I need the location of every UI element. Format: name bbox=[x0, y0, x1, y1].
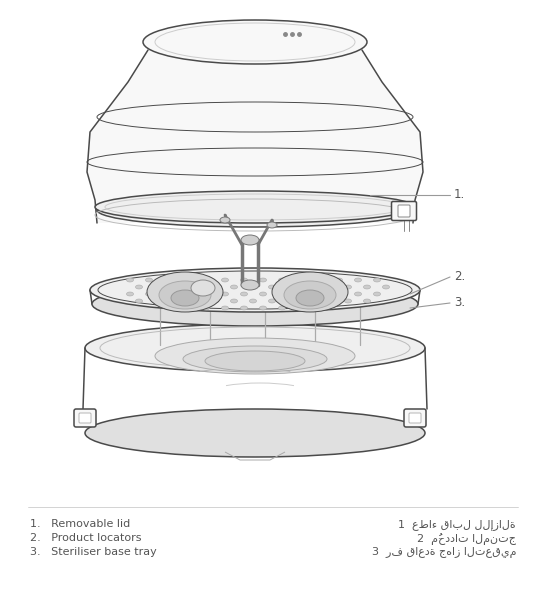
Ellipse shape bbox=[250, 285, 257, 289]
Ellipse shape bbox=[241, 235, 259, 245]
Ellipse shape bbox=[354, 278, 361, 282]
Ellipse shape bbox=[203, 278, 210, 282]
Text: 2  مُحددات المنتج: 2 مُحددات المنتج bbox=[417, 533, 516, 545]
PathPatch shape bbox=[87, 50, 423, 223]
Ellipse shape bbox=[278, 306, 286, 310]
Ellipse shape bbox=[240, 306, 247, 310]
Ellipse shape bbox=[298, 292, 305, 296]
Ellipse shape bbox=[373, 292, 381, 296]
Ellipse shape bbox=[90, 268, 420, 312]
Ellipse shape bbox=[183, 292, 191, 296]
Text: 3  رف قاعدة جهاز التعقيم: 3 رف قاعدة جهاز التعقيم bbox=[371, 547, 516, 558]
Ellipse shape bbox=[364, 285, 371, 289]
Ellipse shape bbox=[298, 278, 305, 282]
Ellipse shape bbox=[155, 299, 162, 303]
Text: 1  عطاء قابل للإزالة: 1 عطاء قابل للإزالة bbox=[399, 519, 516, 530]
Ellipse shape bbox=[335, 292, 342, 296]
Ellipse shape bbox=[317, 292, 323, 296]
Ellipse shape bbox=[183, 278, 191, 282]
Ellipse shape bbox=[159, 281, 211, 309]
Ellipse shape bbox=[250, 299, 257, 303]
Ellipse shape bbox=[241, 280, 259, 290]
Ellipse shape bbox=[222, 292, 228, 296]
Ellipse shape bbox=[306, 285, 313, 289]
Ellipse shape bbox=[267, 222, 277, 228]
Ellipse shape bbox=[272, 272, 348, 312]
Ellipse shape bbox=[191, 280, 215, 296]
Ellipse shape bbox=[85, 324, 425, 372]
Ellipse shape bbox=[325, 299, 333, 303]
Ellipse shape bbox=[211, 285, 218, 289]
FancyBboxPatch shape bbox=[79, 413, 91, 423]
Ellipse shape bbox=[317, 278, 323, 282]
Ellipse shape bbox=[145, 278, 152, 282]
Ellipse shape bbox=[240, 278, 247, 282]
Ellipse shape bbox=[193, 285, 199, 289]
Ellipse shape bbox=[95, 191, 415, 223]
Ellipse shape bbox=[230, 285, 238, 289]
Ellipse shape bbox=[296, 290, 324, 306]
FancyBboxPatch shape bbox=[391, 201, 417, 221]
Ellipse shape bbox=[383, 285, 389, 289]
Ellipse shape bbox=[97, 193, 413, 227]
Ellipse shape bbox=[203, 306, 210, 310]
FancyBboxPatch shape bbox=[74, 409, 96, 427]
Text: 3.   Steriliser base tray: 3. Steriliser base tray bbox=[30, 547, 157, 557]
Ellipse shape bbox=[183, 346, 327, 372]
Ellipse shape bbox=[222, 306, 228, 310]
Ellipse shape bbox=[298, 306, 305, 310]
Ellipse shape bbox=[288, 299, 294, 303]
Text: 1.   Removable lid: 1. Removable lid bbox=[30, 519, 130, 529]
Ellipse shape bbox=[174, 299, 181, 303]
Ellipse shape bbox=[259, 292, 266, 296]
Ellipse shape bbox=[373, 278, 381, 282]
Ellipse shape bbox=[92, 282, 418, 326]
Ellipse shape bbox=[127, 278, 134, 282]
Ellipse shape bbox=[345, 285, 352, 289]
Ellipse shape bbox=[306, 299, 313, 303]
Ellipse shape bbox=[335, 278, 342, 282]
Ellipse shape bbox=[211, 299, 218, 303]
Ellipse shape bbox=[164, 278, 171, 282]
Ellipse shape bbox=[145, 292, 152, 296]
Ellipse shape bbox=[203, 292, 210, 296]
Ellipse shape bbox=[164, 292, 171, 296]
Ellipse shape bbox=[269, 299, 276, 303]
FancyBboxPatch shape bbox=[398, 205, 410, 217]
Ellipse shape bbox=[222, 278, 228, 282]
Ellipse shape bbox=[174, 285, 181, 289]
Ellipse shape bbox=[135, 285, 143, 289]
Ellipse shape bbox=[364, 299, 371, 303]
Ellipse shape bbox=[269, 285, 276, 289]
Ellipse shape bbox=[345, 299, 352, 303]
Ellipse shape bbox=[155, 285, 162, 289]
Ellipse shape bbox=[143, 20, 367, 64]
Ellipse shape bbox=[155, 338, 355, 374]
Ellipse shape bbox=[259, 278, 266, 282]
Text: 2.   Product locators: 2. Product locators bbox=[30, 533, 141, 543]
Ellipse shape bbox=[259, 306, 266, 310]
Ellipse shape bbox=[127, 292, 134, 296]
Ellipse shape bbox=[220, 217, 230, 223]
Ellipse shape bbox=[278, 292, 286, 296]
Ellipse shape bbox=[278, 278, 286, 282]
FancyBboxPatch shape bbox=[409, 413, 421, 423]
Ellipse shape bbox=[288, 285, 294, 289]
Ellipse shape bbox=[325, 285, 333, 289]
Ellipse shape bbox=[85, 409, 425, 457]
Ellipse shape bbox=[193, 299, 199, 303]
FancyBboxPatch shape bbox=[404, 409, 426, 427]
Ellipse shape bbox=[147, 272, 223, 312]
Ellipse shape bbox=[135, 299, 143, 303]
Text: 3.: 3. bbox=[454, 297, 465, 309]
Text: 2.: 2. bbox=[454, 271, 465, 283]
Ellipse shape bbox=[230, 299, 238, 303]
Text: 1.: 1. bbox=[454, 188, 465, 201]
Ellipse shape bbox=[354, 292, 361, 296]
Ellipse shape bbox=[284, 281, 336, 309]
Ellipse shape bbox=[171, 290, 199, 306]
Ellipse shape bbox=[205, 351, 305, 371]
Ellipse shape bbox=[240, 292, 247, 296]
